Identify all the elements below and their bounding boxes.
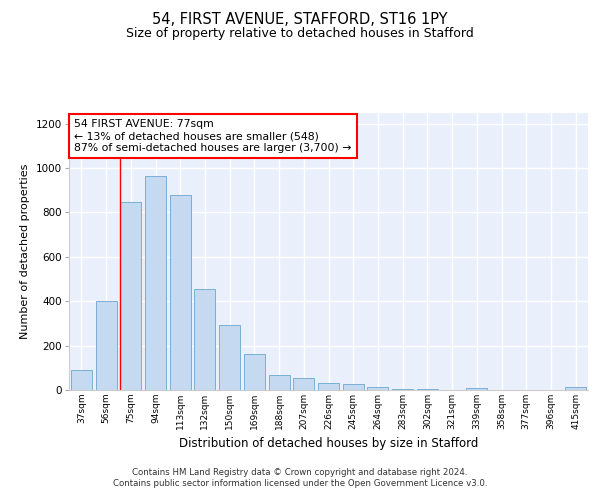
Bar (293, 378, 314, 390)
Bar (565, 388, 586, 390)
Bar (367, 386, 388, 390)
Bar (343, 384, 364, 390)
Bar (318, 382, 339, 390)
Bar (194, 289, 215, 390)
Bar (170, 194, 191, 390)
Bar (145, 176, 166, 390)
Bar (417, 389, 438, 390)
Bar (219, 324, 240, 390)
Bar (120, 202, 141, 390)
Bar (392, 389, 413, 390)
Bar (269, 375, 290, 390)
Text: 54, FIRST AVENUE, STAFFORD, ST16 1PY: 54, FIRST AVENUE, STAFFORD, ST16 1PY (152, 12, 448, 28)
Y-axis label: Number of detached properties: Number of detached properties (20, 164, 30, 339)
Text: Contains HM Land Registry data © Crown copyright and database right 2024.
Contai: Contains HM Land Registry data © Crown c… (113, 468, 487, 487)
Text: 54 FIRST AVENUE: 77sqm
← 13% of detached houses are smaller (548)
87% of semi-de: 54 FIRST AVENUE: 77sqm ← 13% of detached… (74, 120, 352, 152)
Text: Size of property relative to detached houses in Stafford: Size of property relative to detached ho… (126, 28, 474, 40)
Bar (95, 301, 116, 390)
Bar (244, 354, 265, 390)
Bar (71, 370, 92, 390)
X-axis label: Distribution of detached houses by size in Stafford: Distribution of detached houses by size … (179, 438, 478, 450)
Bar (466, 388, 487, 390)
